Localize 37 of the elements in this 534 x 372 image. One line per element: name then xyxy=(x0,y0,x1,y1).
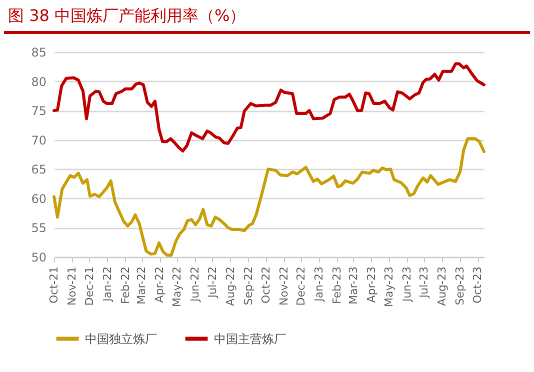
y-tick-label: 80 xyxy=(31,74,46,89)
x-tick-label: Jun-22 xyxy=(188,266,202,303)
x-tick-label: Dec-22 xyxy=(294,266,308,306)
x-tick-label: Oct-21 xyxy=(48,266,60,304)
x-tick-label: Mar-23 xyxy=(346,266,360,305)
y-tick-label: 55 xyxy=(31,221,46,236)
x-tick-label: Sep-22 xyxy=(242,266,255,306)
x-tick-label: Aug-22 xyxy=(224,266,237,306)
x-tick-label: Nov-21 xyxy=(65,266,78,306)
x-tick-label: Jun-23 xyxy=(400,266,414,303)
y-tick-label: 75 xyxy=(31,104,46,118)
legend-label: 中国独立炼厂 xyxy=(85,332,157,346)
x-tick-label: Feb-22 xyxy=(118,266,132,304)
x-tick-label: May-22 xyxy=(170,266,184,308)
x-tick-label: Oct-23 xyxy=(471,266,484,304)
y-tick-label: 65 xyxy=(31,162,46,177)
line-series xyxy=(52,62,486,152)
y-tick-label: 85 xyxy=(31,46,46,60)
chart-title: 图 38 中国炼厂产能利用率（%） xyxy=(4,0,530,34)
x-tick-label: Apr-22 xyxy=(153,266,166,303)
x-tick-label: Oct-22 xyxy=(259,266,272,304)
x-tick-label: Sep-23 xyxy=(454,266,467,306)
x-tick-label: May-23 xyxy=(382,266,396,308)
x-tick-label: Mar-22 xyxy=(135,266,148,305)
y-tick-label: 50 xyxy=(31,250,46,264)
x-tick-label: Nov-22 xyxy=(277,266,290,306)
x-tick-label: Jul-22 xyxy=(206,266,219,299)
x-tick-label: Jan-22 xyxy=(100,266,114,302)
x-tick-label: Jul-23 xyxy=(418,266,431,299)
x-tick-label: Dec-21 xyxy=(82,266,96,306)
legend-label: 中国主营炼厂 xyxy=(214,332,286,346)
y-tick-label: 60 xyxy=(31,192,46,206)
x-tick-label: Apr-23 xyxy=(364,266,378,303)
x-tick-label: Jan-23 xyxy=(312,266,326,302)
x-tick-label: Aug-23 xyxy=(436,266,449,306)
y-tick-label: 70 xyxy=(31,133,46,148)
x-tick-label: Feb-23 xyxy=(330,266,344,304)
